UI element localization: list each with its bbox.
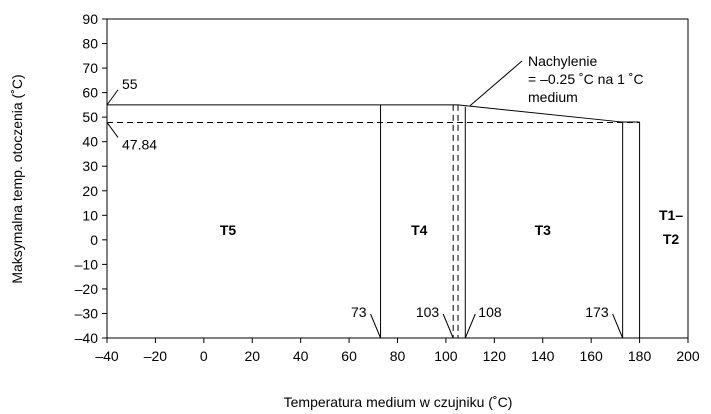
y-tick-label: –40 <box>75 330 99 346</box>
x-annotation-label: 103 <box>416 304 440 320</box>
x-tick-label: 60 <box>341 348 357 364</box>
slope-note-text: medium <box>528 89 578 105</box>
x-annotation-label: 173 <box>585 304 609 320</box>
slope-note-text: = –0.25 ˚C na 1 ˚C <box>528 71 644 87</box>
y-tick-label: 30 <box>82 158 98 174</box>
annotation-leader-line <box>442 313 454 339</box>
x-tick-label: –40 <box>95 348 119 364</box>
y-tick-label: 50 <box>82 109 98 125</box>
x-tick-label: 80 <box>390 348 406 364</box>
y-tick-label: 10 <box>82 207 98 223</box>
zone-label: T5 <box>220 222 237 238</box>
zone-label: T3 <box>535 222 552 238</box>
x-annotation-label: 73 <box>351 304 367 320</box>
annotation-leader-line <box>106 122 119 138</box>
y-annotation-label: 55 <box>122 76 138 92</box>
y-axis-label: Maksymalna temp. otoczenia (˚C) <box>9 74 25 283</box>
y-tick-label: –20 <box>75 281 99 297</box>
y-annotation-label: 47.84 <box>122 136 157 152</box>
zone-label: T4 <box>411 222 428 238</box>
x-tick-label: 200 <box>676 348 700 364</box>
slope-note-leader-line <box>469 60 523 106</box>
x-tick-label: 0 <box>200 348 208 364</box>
y-tick-label: 40 <box>82 134 98 150</box>
x-tick-label: 100 <box>434 348 458 364</box>
x-tick-label: –20 <box>144 348 168 364</box>
x-annotation-label: 108 <box>478 304 502 320</box>
y-tick-label: –30 <box>75 305 99 321</box>
annotation-leader-line <box>106 89 119 106</box>
x-tick-label: 160 <box>579 348 603 364</box>
annotation-leader-line <box>370 313 382 339</box>
slope-note-text: Nachylenie <box>528 53 597 69</box>
zone-label: T1– <box>659 207 683 223</box>
x-tick-label: 120 <box>483 348 507 364</box>
annotation-leader-line <box>464 313 476 339</box>
x-tick-label: 40 <box>293 348 309 364</box>
y-tick-label: 80 <box>82 36 98 52</box>
y-tick-label: 0 <box>90 232 98 248</box>
y-tick-label: –10 <box>75 256 99 272</box>
plot-frame <box>106 18 689 339</box>
annotation-leader-line <box>612 313 624 339</box>
y-tick-label: 60 <box>82 85 98 101</box>
max-ambient-limit-line <box>107 104 640 123</box>
x-axis-label: Temperatura medium w czujniku (˚C) <box>284 394 513 410</box>
y-tick-label: 90 <box>82 11 98 27</box>
zone-label: T2 <box>663 231 680 247</box>
y-tick-label: 20 <box>82 183 98 199</box>
y-tick-label: 70 <box>82 60 98 76</box>
plot-area: –40 –20 0 20 40 60 80 100 120 140 160 180 200–40–30–… <box>75 11 700 364</box>
x-tick-label: 20 <box>244 348 260 364</box>
x-tick-label: 180 <box>628 348 652 364</box>
x-tick-label: 140 <box>531 348 555 364</box>
